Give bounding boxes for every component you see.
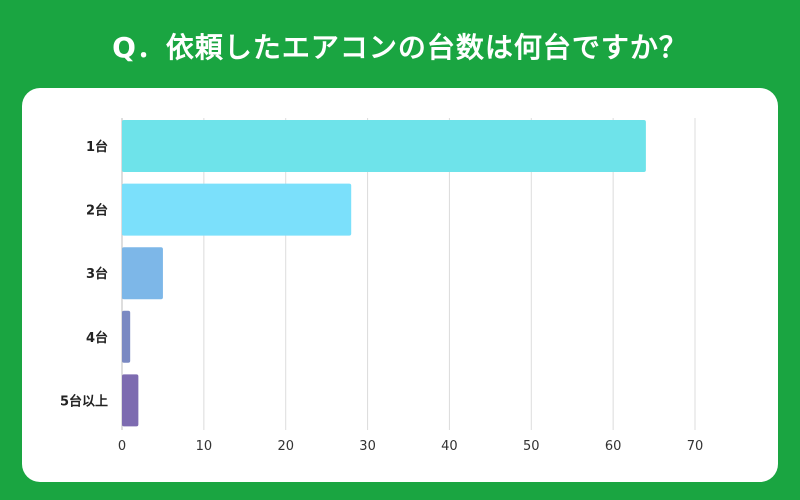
bar [122,374,139,427]
x-tick-label: 20 [277,439,294,454]
category-label: 2台 [86,203,108,219]
category-label: 1台 [86,139,108,155]
bar [122,247,163,300]
category-label: 3台 [86,266,108,282]
x-tick-label: 70 [687,439,704,454]
chart-title: Q．依頼したエアコンの台数は何台ですか？ [112,31,688,64]
category-label: 5台以上 [60,393,108,409]
x-tick-label: 30 [359,439,376,454]
x-tick-label: 10 [196,439,213,454]
bar [122,310,131,363]
bars [122,120,646,427]
x-tick-label: 0 [118,439,126,454]
x-tick-label: 60 [605,439,622,454]
category-label: 4台 [86,330,108,346]
tick-labels: 0 10 20 30 40 50 60 70 [118,439,703,454]
x-tick-label: 40 [441,439,458,454]
category-labels: 1台 2台 3台 4台 5台以上 [60,139,108,409]
bar [122,120,646,172]
bar [122,183,352,236]
x-tick-label: 50 [523,439,540,454]
